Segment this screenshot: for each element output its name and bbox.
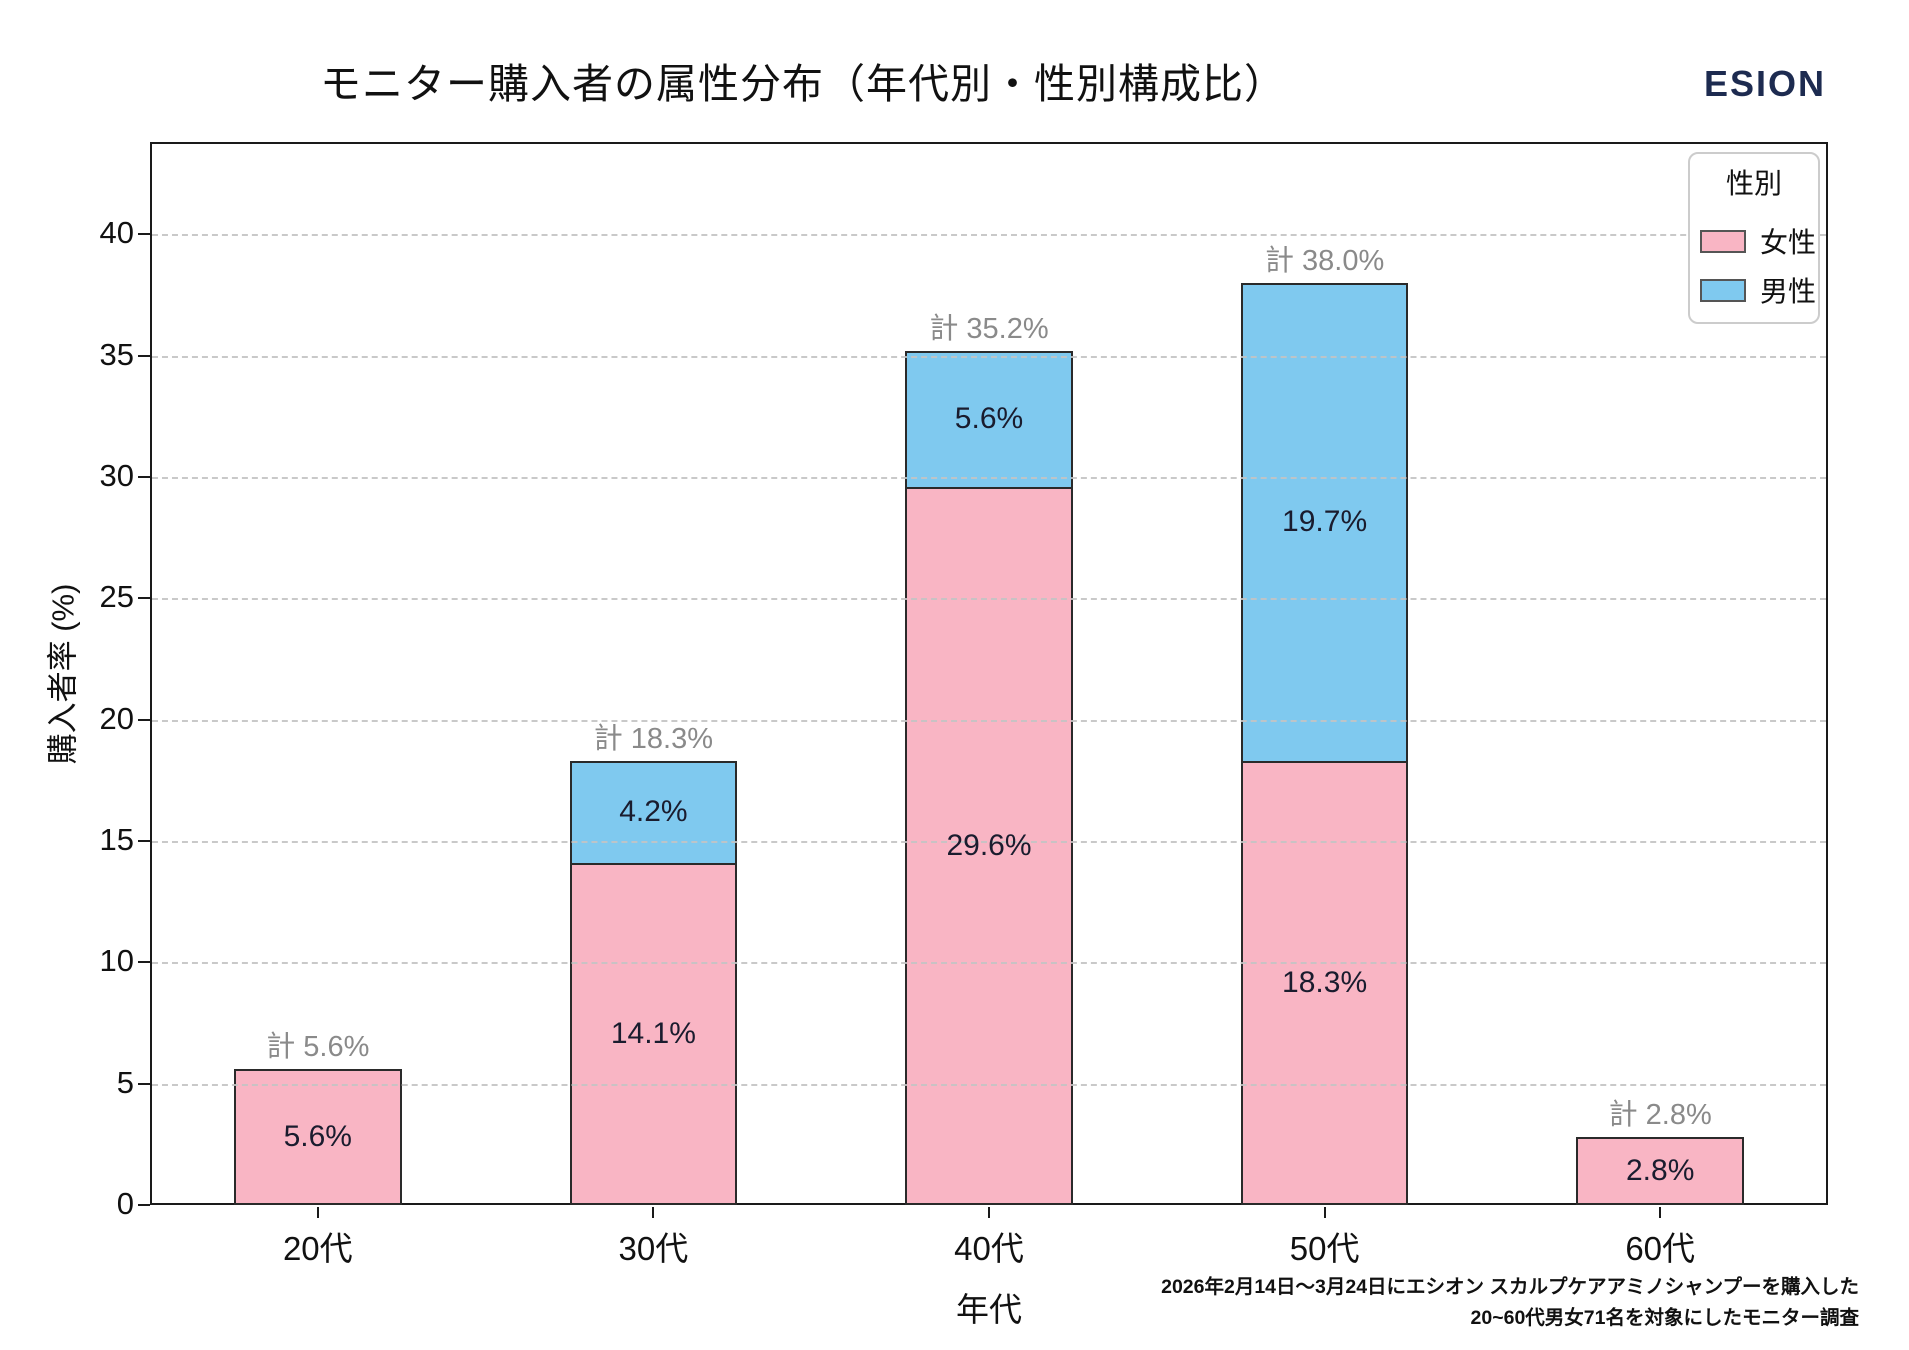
x-axis-label: 年代	[956, 1291, 1022, 1328]
y-tick-label-0: 0	[116, 1186, 134, 1221]
plot-area	[150, 142, 1828, 1205]
y-tick-mark-15	[138, 839, 150, 842]
x-tick-mark-2	[652, 1207, 655, 1218]
legend-label-female: 女性	[1760, 227, 1817, 258]
y-tick-mark-40	[138, 233, 150, 236]
x-tick-label-2: 30代	[618, 1230, 689, 1267]
survey-footnote-line2: 20~60代男女71名を対象にしたモニター調査	[1470, 1306, 1859, 1329]
legend: 性別 女性 男性	[1688, 152, 1820, 324]
legend-item-male: 男性	[1700, 270, 1816, 310]
y-tick-label-30: 30	[99, 457, 134, 493]
y-tick-mark-30	[138, 475, 150, 478]
y-tick-label-10: 10	[99, 943, 134, 979]
x-tick-label-3: 40代	[954, 1230, 1024, 1267]
chart-title: モニター購入者の属性分布（年代別・性別構成比）	[320, 61, 1286, 107]
y-tick-mark-25	[138, 597, 150, 600]
legend-title: 性別	[1725, 168, 1782, 199]
x-tick-mark-1	[316, 1207, 319, 1218]
y-tick-label-15: 15	[99, 821, 134, 857]
x-tick-label-1: 20代	[282, 1230, 353, 1267]
y-tick-mark-10	[138, 961, 150, 964]
survey-footnote: 2026年2月14日〜3月24日にエシオン スカルプケアアミノシャンプーを購入し…	[1161, 1272, 1859, 1334]
x-tick-mark-5	[1659, 1207, 1662, 1218]
legend-label-male: 男性	[1760, 276, 1817, 307]
y-tick-mark-35	[138, 354, 150, 357]
y-tick-mark-0	[138, 1204, 150, 1206]
y-tick-mark-20	[138, 718, 150, 721]
legend-item-female: 女性	[1700, 221, 1816, 261]
brand-logo: ESION	[1703, 63, 1826, 104]
y-tick-label-40: 40	[99, 215, 134, 251]
x-tick-mark-3	[988, 1207, 990, 1218]
y-tick-label-35: 35	[99, 336, 134, 372]
y-tick-mark-5	[138, 1082, 150, 1085]
legend-swatch-male	[1700, 278, 1746, 302]
legend-swatch-female	[1700, 229, 1746, 253]
y-axis-label: 購入者率 (%)	[45, 583, 81, 765]
x-tick-label-4: 50代	[1289, 1230, 1360, 1267]
x-tick-label-5: 60代	[1625, 1230, 1696, 1267]
x-tick-mark-4	[1323, 1207, 1326, 1218]
survey-footnote-line1: 2026年2月14日〜3月24日にエシオン スカルプケアアミノシャンプーを購入し…	[1161, 1275, 1859, 1298]
y-tick-label-5: 5	[116, 1064, 134, 1100]
